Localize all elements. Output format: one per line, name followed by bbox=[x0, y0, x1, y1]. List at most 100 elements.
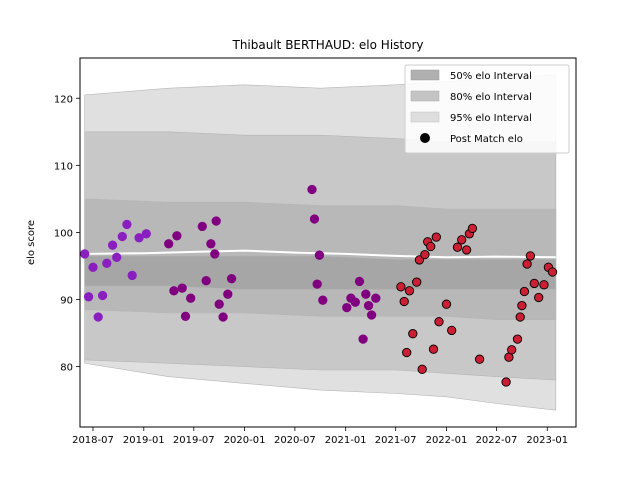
x-tick-label: 2020-07 bbox=[274, 435, 316, 446]
elo-point-1-11 bbox=[218, 312, 228, 322]
elo-point-1-9 bbox=[211, 216, 221, 226]
elo-point-1-18 bbox=[318, 295, 328, 305]
elo-point-0-5 bbox=[102, 258, 112, 268]
y-tick-label: 120 bbox=[54, 94, 73, 105]
elo-point-2-17 bbox=[457, 235, 467, 245]
elo-point-0-7 bbox=[112, 252, 122, 262]
elo-point-2-4 bbox=[408, 329, 418, 339]
elo-point-2-6 bbox=[414, 255, 425, 265]
elo-point-1-10 bbox=[214, 299, 224, 309]
elo-point-2-5 bbox=[412, 277, 422, 287]
elo-point-1-14 bbox=[210, 249, 220, 259]
elo-point-1-27 bbox=[366, 310, 377, 320]
legend-swatch-50 bbox=[410, 69, 440, 81]
elo-point-0-9 bbox=[122, 219, 132, 230]
plot-area bbox=[80, 74, 558, 411]
x-axis: 2018-07 2019-01 2019-07 2020-01 2020-07 2021-… bbox=[72, 427, 568, 446]
elo-point-1-2 bbox=[172, 231, 182, 241]
elo-point-1-6 bbox=[197, 221, 207, 232]
elo-point-1-13 bbox=[226, 274, 237, 284]
y-axis-label: elo score bbox=[26, 220, 37, 265]
legend-marker-post-match bbox=[420, 133, 430, 143]
elo-point-1-24 bbox=[358, 334, 368, 344]
x-tick-label: 2021-07 bbox=[375, 435, 417, 446]
elo-point-2-26 bbox=[515, 312, 525, 322]
legend-swatch-95 bbox=[410, 111, 440, 123]
elo-point-1-12 bbox=[223, 289, 233, 299]
legend: 50% elo Interval 80% elo Interval 95% el… bbox=[404, 64, 570, 154]
elo-point-2-32 bbox=[534, 292, 544, 303]
elo-point-2-21 bbox=[474, 354, 485, 364]
elo-point-0-3 bbox=[93, 312, 103, 322]
elo-point-1-16 bbox=[309, 214, 320, 224]
elo-point-2-35 bbox=[547, 267, 558, 277]
elo-point-2-22 bbox=[501, 377, 511, 387]
elo-point-1-20 bbox=[342, 302, 352, 313]
axes-frame bbox=[79, 57, 577, 428]
elo-point-2-14 bbox=[441, 299, 452, 309]
elo-point-1-1 bbox=[169, 286, 179, 296]
legend-label-post-match: Post Match elo bbox=[450, 134, 523, 145]
elo-point-1-23 bbox=[354, 276, 365, 287]
elo-point-2-11 bbox=[428, 344, 439, 354]
y-axis: 80 90 100 110 120 bbox=[54, 94, 80, 374]
elo-point-1-8 bbox=[206, 239, 216, 249]
legend-box bbox=[404, 64, 570, 154]
elo-point-1-22 bbox=[350, 297, 360, 307]
y-tick-label: 100 bbox=[54, 228, 73, 239]
elo-point-2-8 bbox=[420, 249, 430, 260]
elo-point-0-6 bbox=[107, 240, 118, 250]
elo-point-2-12 bbox=[431, 232, 441, 242]
x-tick-label: 2019-07 bbox=[173, 435, 215, 446]
elo-point-0-2 bbox=[88, 262, 98, 272]
x-tick-label: 2023-01 bbox=[526, 435, 568, 446]
elo-point-1-17 bbox=[312, 279, 322, 289]
elo-point-1-0 bbox=[164, 239, 174, 249]
y-tick-label: 110 bbox=[54, 161, 73, 172]
x-tick-label: 2021-01 bbox=[325, 435, 367, 446]
legend-label-95: 95% elo Interval bbox=[450, 113, 532, 124]
elo-point-2-13 bbox=[434, 317, 444, 327]
x-tick-label: 2019-01 bbox=[123, 435, 165, 446]
legend-swatch-80 bbox=[410, 90, 440, 102]
legend-label-80: 80% elo Interval bbox=[450, 92, 532, 103]
elo-point-2-28 bbox=[519, 286, 530, 297]
elo-point-2-1 bbox=[399, 296, 409, 307]
x-tick-label: 2020-01 bbox=[224, 435, 266, 446]
elo-point-1-28 bbox=[371, 293, 381, 303]
elo-point-2-24 bbox=[507, 345, 517, 355]
elo-point-1-15 bbox=[307, 184, 317, 195]
elo-point-2-29 bbox=[522, 259, 532, 269]
elo-point-2-16 bbox=[452, 242, 463, 252]
elo-point-0-4 bbox=[97, 290, 108, 301]
elo-point-2-27 bbox=[517, 300, 527, 311]
elo-point-2-33 bbox=[539, 280, 549, 290]
elo-point-0-0 bbox=[80, 249, 90, 259]
y-tick-label: 80 bbox=[60, 363, 73, 374]
elo-point-1-26 bbox=[363, 300, 374, 311]
elo-point-2-18 bbox=[461, 245, 472, 255]
elo-point-2-30 bbox=[525, 251, 536, 261]
elo-point-0-12 bbox=[141, 229, 151, 239]
elo-point-0-11 bbox=[134, 233, 144, 243]
chart-title: Thibault BERTHAUD: elo History bbox=[232, 38, 424, 52]
elo-point-2-15 bbox=[447, 325, 457, 336]
elo-point-1-4 bbox=[180, 311, 191, 321]
x-tick-label: 2018-07 bbox=[72, 435, 114, 446]
elo-point-2-3 bbox=[404, 286, 415, 296]
x-tick-label: 2022-07 bbox=[476, 435, 518, 446]
elo-point-2-7 bbox=[417, 364, 427, 374]
elo-point-1-7 bbox=[201, 276, 211, 286]
elo-point-2-0 bbox=[396, 282, 406, 292]
elo-point-1-19 bbox=[314, 250, 325, 260]
legend-label-50: 50% elo Interval bbox=[450, 71, 532, 82]
elo-point-2-10 bbox=[426, 241, 436, 252]
elo-point-1-5 bbox=[186, 293, 196, 303]
elo-point-0-1 bbox=[83, 292, 94, 302]
y-tick-label: 90 bbox=[60, 296, 73, 307]
elo-point-2-31 bbox=[529, 278, 539, 289]
elo-point-0-10 bbox=[127, 270, 137, 281]
x-tick-label: 2022-01 bbox=[426, 435, 468, 446]
elo-point-2-25 bbox=[512, 334, 523, 344]
